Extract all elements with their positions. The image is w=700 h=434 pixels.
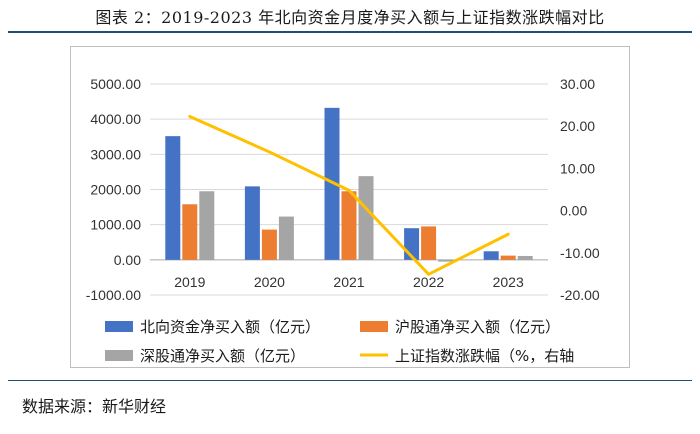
legend-label: 上证指数涨跌幅（%，右轴 (395, 347, 574, 365)
left-tick-label: 1000.00 (90, 217, 141, 233)
source-note: 数据来源：新华财经 (22, 397, 167, 416)
index-change-line (188, 114, 510, 276)
bar-shanghai (341, 191, 357, 260)
bar-north-legend-swatch (105, 321, 133, 332)
bar-north (244, 186, 260, 260)
bar-shenzhen (517, 255, 533, 260)
figure-title: 图表 2：2019-2023 年北向资金月度净买入额与上证指数涨跌幅对比 (95, 8, 605, 27)
left-tick-label: 5000.00 (90, 76, 141, 92)
right-tick-label: 0.00 (560, 203, 587, 219)
x-tick-label: 2019 (174, 274, 205, 290)
right-tick-label: -20.00 (560, 287, 600, 303)
right-tick-label: 10.00 (560, 160, 595, 176)
x-tick-label: 2021 (333, 274, 364, 290)
left-tick-label: 3000.00 (90, 146, 141, 162)
bar-shenzhen (278, 216, 294, 260)
x-tick-label: 2020 (254, 274, 285, 290)
bar-shenzhen (358, 176, 374, 260)
bar-shanghai (182, 204, 198, 260)
title-rule (8, 31, 692, 33)
source-rule (8, 380, 692, 381)
legend-label: 深股通净买入额（亿元） (140, 347, 305, 365)
bar-shanghai-legend-swatch (360, 321, 388, 332)
left-tick-label: -1000.00 (86, 287, 141, 303)
legend-label: 北向资金净买入额（亿元） (140, 318, 320, 336)
bar-north (165, 136, 181, 260)
right-tick-label: 20.00 (560, 118, 595, 134)
bar-shenzhen-legend-swatch (105, 350, 133, 361)
legend-label: 沪股通净买入额（亿元） (395, 318, 560, 336)
right-tick-label: -10.00 (560, 245, 600, 261)
left-tick-label: 0.00 (114, 252, 141, 268)
bar-shenzhen (438, 259, 454, 262)
bar-shenzhen (199, 191, 215, 260)
x-tick-label: 2022 (413, 274, 444, 290)
bar-north (324, 107, 340, 260)
x-tick-label: 2023 (493, 274, 524, 290)
bar-north (483, 251, 499, 260)
bar-shanghai (500, 255, 516, 260)
bar-shanghai (421, 226, 437, 260)
left-tick-label: 2000.00 (90, 182, 141, 198)
chart-frame (70, 46, 630, 368)
bar-shanghai (261, 229, 277, 260)
left-tick-label: 4000.00 (90, 111, 141, 127)
right-tick-label: 30.00 (560, 76, 595, 92)
